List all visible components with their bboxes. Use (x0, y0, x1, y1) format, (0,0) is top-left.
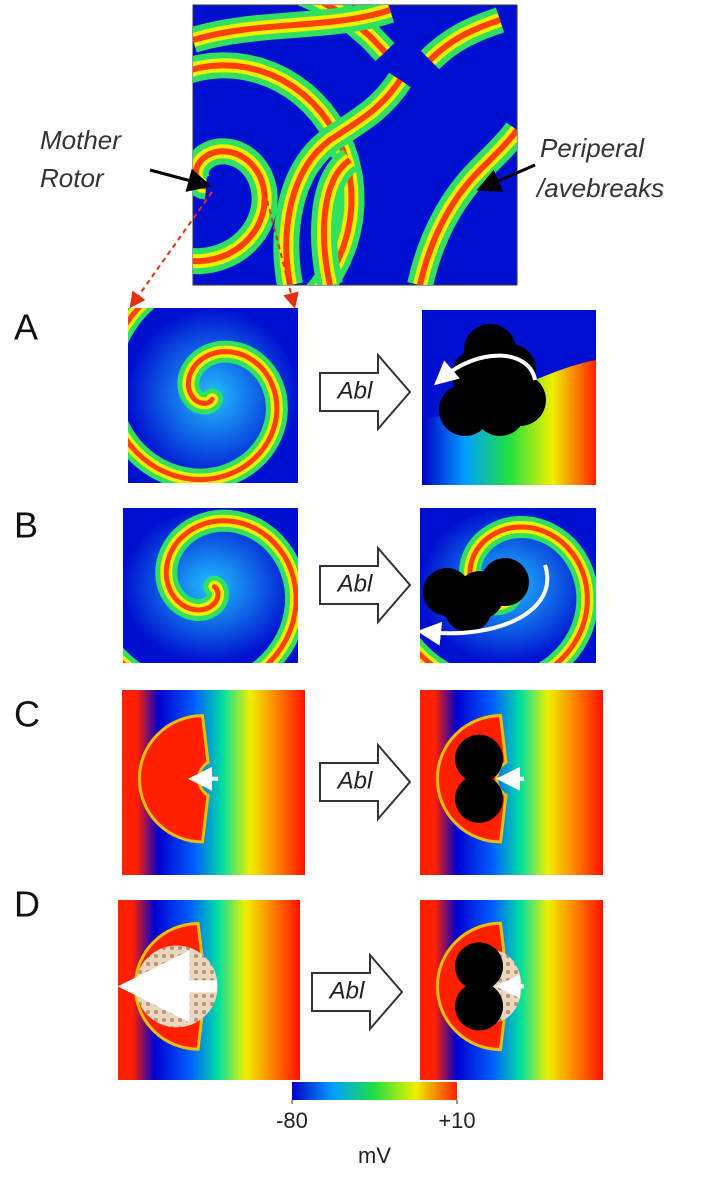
wavefront (417, 128, 517, 285)
ablation (455, 774, 504, 823)
annotation: /avebreaks (535, 173, 664, 203)
panel-label: D (14, 884, 40, 925)
wavefront (427, 17, 501, 63)
wavefront (193, 7, 391, 43)
wavefront (128, 308, 280, 483)
panel-label: B (14, 505, 38, 546)
abl-arrow (319, 352, 412, 432)
wavefront (123, 518, 298, 663)
colorbar (292, 1082, 457, 1100)
ablation (455, 982, 504, 1031)
ablation (494, 374, 546, 426)
abl-label: Abl (336, 570, 373, 597)
annotation: Mother (40, 125, 122, 155)
colorbar-tick-label: +10 (438, 1108, 475, 1133)
zoom-line (264, 191, 299, 309)
annotation: Rotor (40, 163, 105, 193)
abl-label: Abl (336, 377, 373, 404)
wavefront (283, 78, 403, 285)
ablation (481, 558, 529, 606)
ablation (439, 384, 491, 436)
abl-label: Abl (328, 977, 365, 1004)
colorbar-tick-label: -80 (276, 1108, 308, 1133)
rotation-arrow (433, 353, 537, 386)
panel-label: C (14, 694, 40, 735)
rotation-arrow (417, 564, 550, 646)
pointer-arrow (149, 168, 212, 192)
wavefront (193, 5, 388, 285)
pointer-arrow (476, 163, 536, 192)
annotation: Periperal (540, 133, 645, 163)
abl-arrow (319, 742, 412, 822)
layout (117, 4, 603, 1080)
wavefront (321, 157, 352, 285)
ablation (444, 584, 492, 632)
colorbar-unit: mV (358, 1143, 391, 1168)
abl-label: Abl (336, 767, 373, 794)
ablation (464, 324, 516, 376)
abl-arrow (311, 952, 404, 1032)
panel-label: A (14, 307, 38, 348)
abl-arrow (319, 545, 412, 625)
ablation (455, 942, 504, 991)
ablation (455, 734, 504, 783)
